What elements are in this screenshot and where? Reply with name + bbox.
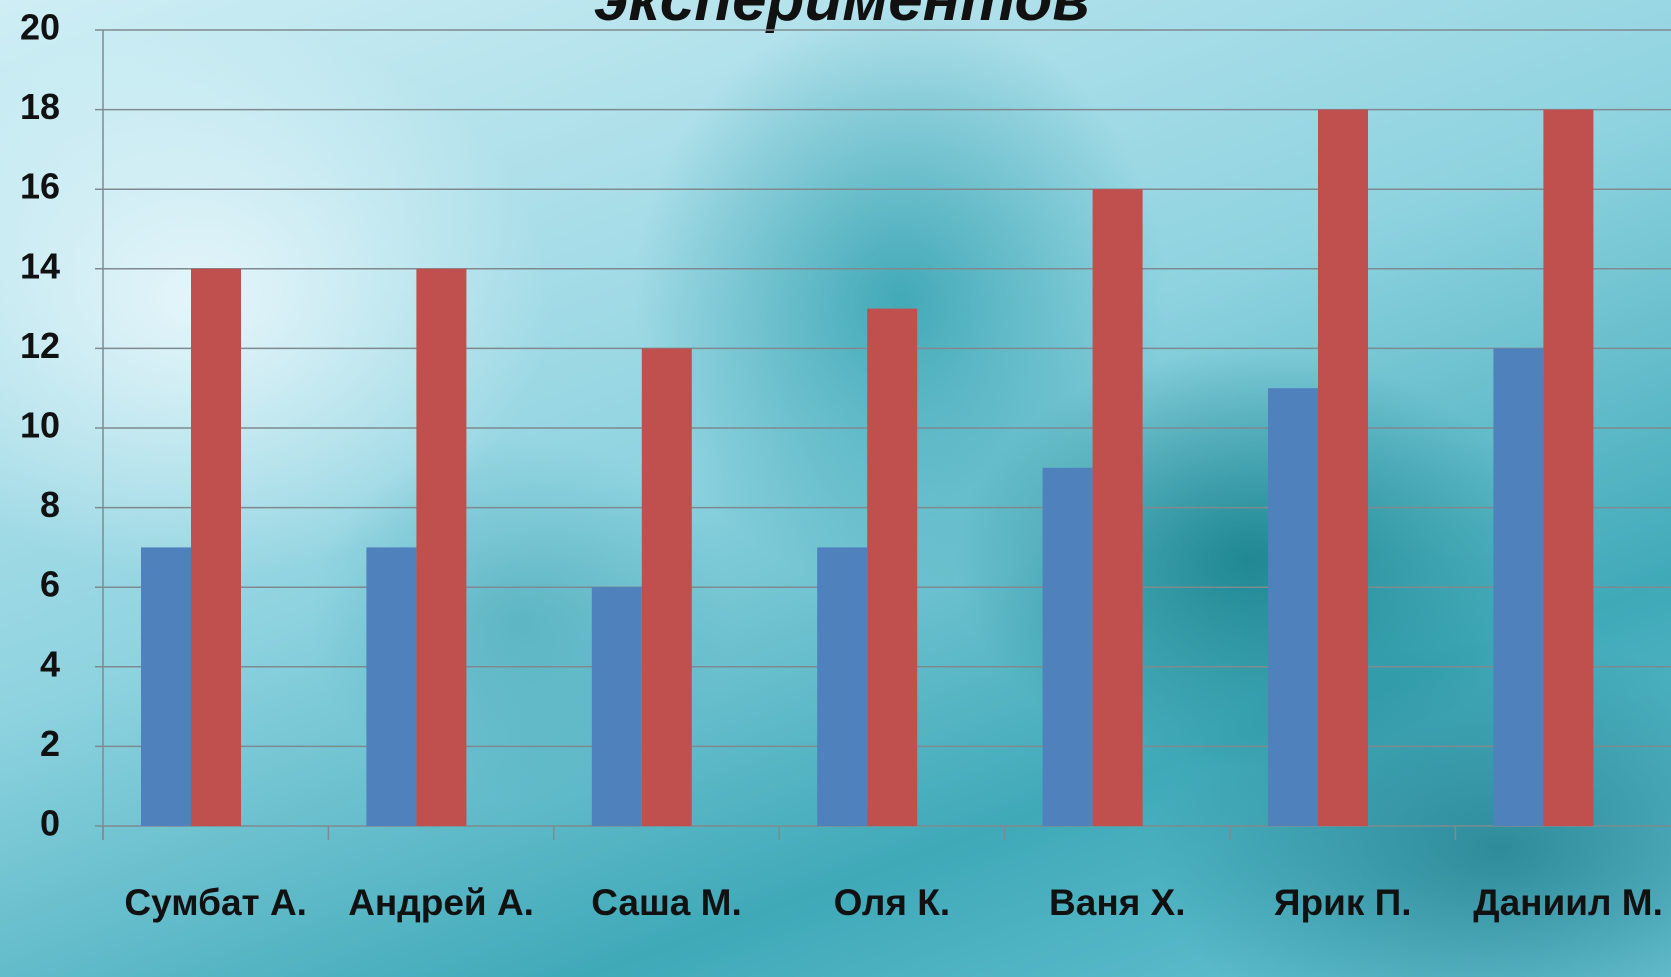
x-tick-label: Ярик П. bbox=[1274, 882, 1412, 923]
bar bbox=[817, 547, 868, 826]
bar bbox=[191, 268, 241, 826]
x-tick-label: Сумбат А. bbox=[124, 882, 307, 923]
y-tick-label: 4 bbox=[40, 643, 60, 684]
y-tick-label: 6 bbox=[40, 564, 60, 605]
chart-title: экспериментов bbox=[594, 0, 1090, 34]
bar bbox=[1268, 388, 1318, 826]
bar bbox=[1543, 109, 1594, 827]
bar bbox=[1092, 189, 1143, 826]
y-tick-label: 10 bbox=[20, 405, 60, 446]
bar bbox=[1318, 109, 1368, 827]
bar bbox=[591, 587, 642, 826]
y-tick-label: 0 bbox=[40, 803, 60, 844]
x-tick-label: Андрей А. bbox=[348, 882, 534, 923]
bar bbox=[1493, 348, 1544, 826]
bar bbox=[141, 547, 191, 826]
y-tick-label: 14 bbox=[20, 245, 60, 286]
x-tick-label: Саша М. bbox=[591, 882, 742, 923]
bar bbox=[641, 348, 692, 826]
bar bbox=[416, 268, 467, 826]
x-tick-label: Оля К. bbox=[834, 882, 951, 923]
x-tick-label: Ваня Х. bbox=[1049, 882, 1185, 923]
y-tick-label: 20 bbox=[20, 7, 60, 48]
y-tick-label: 16 bbox=[20, 166, 60, 207]
y-tick-label: 18 bbox=[20, 86, 60, 127]
y-tick-label: 8 bbox=[40, 484, 60, 525]
x-tick-label: Даниил М. bbox=[1473, 882, 1663, 923]
bar bbox=[366, 547, 417, 826]
bar bbox=[867, 308, 918, 827]
y-tick-label: 12 bbox=[20, 325, 60, 366]
bar bbox=[1042, 467, 1093, 826]
y-tick-label: 2 bbox=[40, 723, 60, 764]
